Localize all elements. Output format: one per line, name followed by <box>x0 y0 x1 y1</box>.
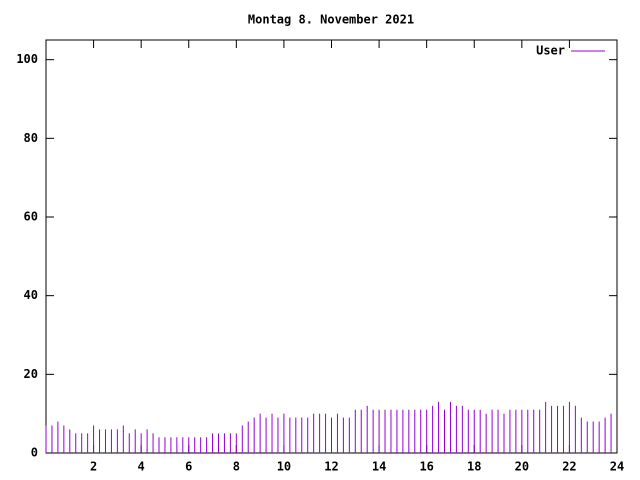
x-tick-label: 2 <box>90 460 97 474</box>
x-tick-label: 14 <box>372 460 386 474</box>
x-tick-label: 12 <box>324 460 338 474</box>
y-tick-label: 60 <box>24 210 38 224</box>
y-tick-label: 80 <box>24 131 38 145</box>
y-tick-label: 0 <box>31 446 38 460</box>
x-tick-label: 16 <box>419 460 433 474</box>
y-tick-label: 20 <box>24 367 38 381</box>
x-tick-label: 4 <box>138 460 145 474</box>
y-tick-label: 100 <box>16 52 38 66</box>
x-tick-label: 18 <box>467 460 481 474</box>
x-tick-label: 20 <box>515 460 529 474</box>
x-tick-label: 22 <box>562 460 576 474</box>
plot-frame <box>45 39 618 454</box>
x-tick-label: 10 <box>277 460 291 474</box>
x-tick-label: 24 <box>610 460 624 474</box>
legend-label: User <box>536 44 565 58</box>
y-tick-label: 40 <box>24 288 38 302</box>
chart-title: Montag 8. November 2021 <box>248 13 414 27</box>
x-tick-label: 8 <box>233 460 240 474</box>
x-tick-label: 6 <box>185 460 192 474</box>
